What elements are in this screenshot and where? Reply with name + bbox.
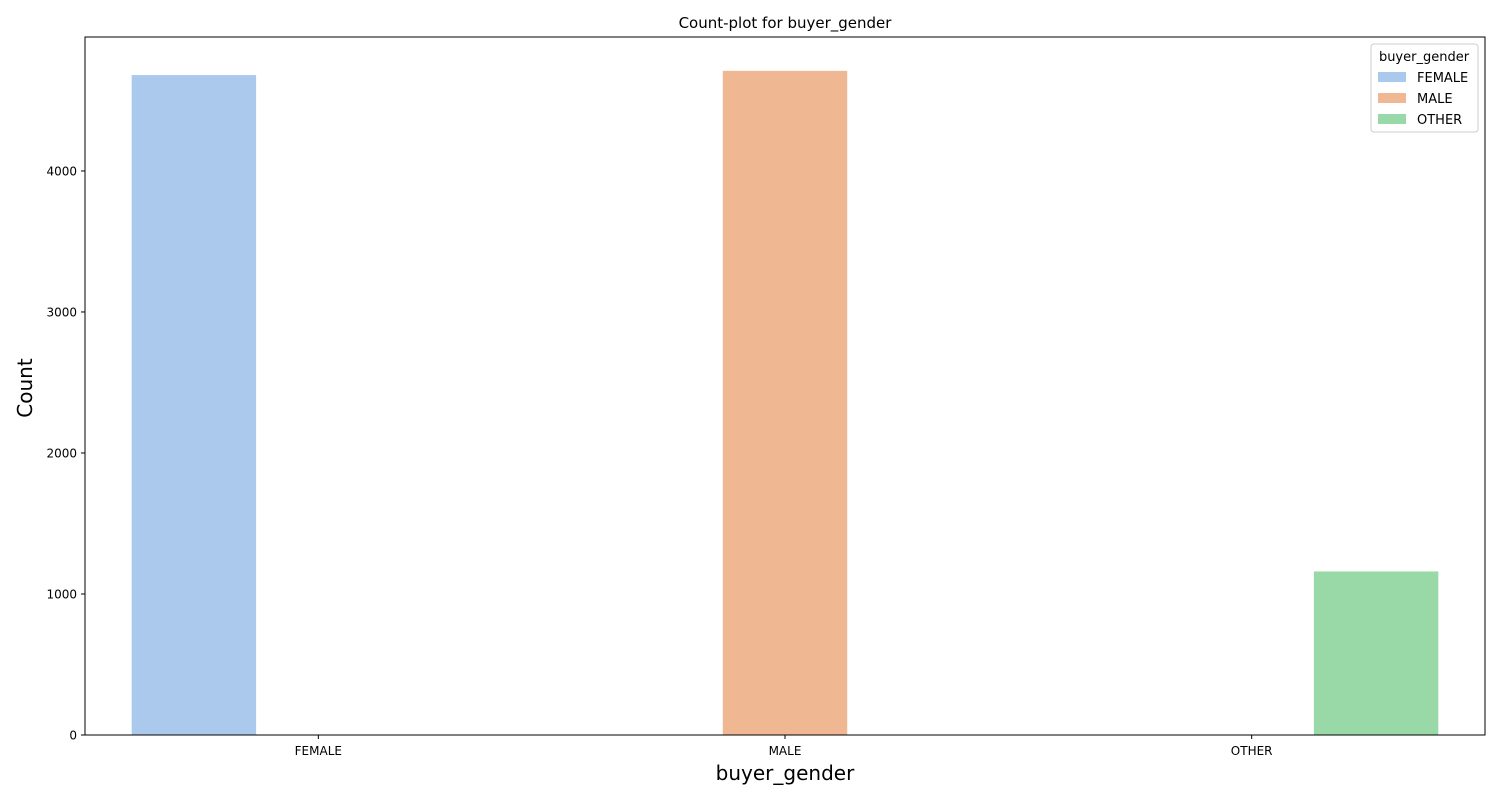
- bar-other-other: [1313, 571, 1439, 735]
- bars-layer: [131, 70, 1439, 736]
- x-axis-label: buyer_gender: [716, 761, 855, 785]
- y-tick-label: 2000: [46, 446, 77, 460]
- legend-entry-male: MALE: [1417, 92, 1453, 107]
- legend-entry-other: OTHER: [1417, 113, 1462, 128]
- legend-frame: [1370, 43, 1479, 133]
- legend-swatch-male: [1378, 93, 1406, 103]
- legend: buyer_gender FEMALE MALE OTHER: [1370, 43, 1479, 133]
- y-axis-label: Count: [13, 358, 37, 418]
- legend-title: buyer_gender: [1379, 50, 1470, 65]
- y-tick-label: 3000: [46, 305, 77, 319]
- y-tick-label: 0: [69, 729, 77, 743]
- legend-swatch-female: [1378, 72, 1406, 82]
- axes-layer: 0 1000 2000 3000 4000 FEMALE MALE OTHER: [46, 36, 1486, 758]
- chart-title: Count-plot for buyer_gender: [679, 14, 893, 33]
- x-tick-label: FEMALE: [295, 744, 342, 758]
- y-tick-label: 4000: [46, 164, 77, 178]
- legend-swatch-other: [1378, 114, 1406, 124]
- bar-male-male: [722, 70, 848, 736]
- x-tick-label: MALE: [769, 744, 802, 758]
- legend-entry-female: FEMALE: [1417, 71, 1468, 86]
- y-tick-label: 1000: [46, 587, 77, 601]
- x-tick-label: OTHER: [1231, 744, 1273, 758]
- bar-female-female: [131, 75, 257, 735]
